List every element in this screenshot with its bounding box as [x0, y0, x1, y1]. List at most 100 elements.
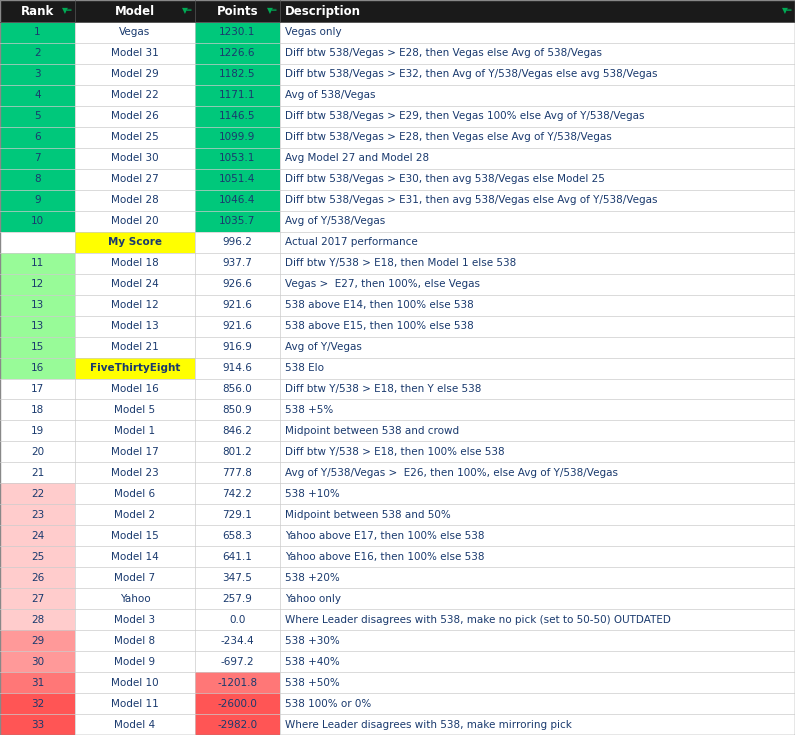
Bar: [280, 630, 795, 651]
Text: Model 21: Model 21: [111, 342, 159, 352]
Text: Yahoo above E17, then 100% else 538: Yahoo above E17, then 100% else 538: [285, 531, 484, 541]
Bar: [280, 169, 795, 190]
Bar: [75, 609, 195, 630]
Text: Model 2: Model 2: [114, 510, 156, 520]
Bar: [195, 273, 280, 295]
Text: 538 above E14, then 100% else 538: 538 above E14, then 100% else 538: [285, 300, 474, 310]
Bar: [0, 315, 75, 337]
Bar: [280, 526, 795, 546]
Text: My Score: My Score: [108, 237, 162, 247]
Text: 9: 9: [34, 196, 41, 205]
Bar: [280, 0, 795, 22]
Text: 21: 21: [31, 468, 45, 478]
Text: 850.9: 850.9: [223, 405, 252, 415]
Bar: [195, 43, 280, 64]
Bar: [0, 672, 75, 693]
Bar: [0, 148, 75, 169]
Text: 1099.9: 1099.9: [219, 132, 256, 143]
Text: Model 27: Model 27: [111, 174, 159, 184]
Text: 13: 13: [31, 300, 45, 310]
Text: 1230.1: 1230.1: [219, 27, 256, 37]
Text: Actual 2017 performance: Actual 2017 performance: [285, 237, 417, 247]
Text: Yahoo above E16, then 100% else 538: Yahoo above E16, then 100% else 538: [285, 552, 484, 562]
Text: Model 3: Model 3: [114, 614, 156, 625]
Bar: [195, 64, 280, 85]
Text: Model 24: Model 24: [111, 279, 159, 289]
Bar: [280, 484, 795, 504]
Text: 6: 6: [34, 132, 41, 143]
Bar: [75, 379, 195, 399]
Text: Avg of Y/538/Vegas >  E26, then 100%, else Avg of Y/538/Vegas: Avg of Y/538/Vegas > E26, then 100%, els…: [285, 468, 618, 478]
Bar: [75, 357, 195, 379]
Text: Model 4: Model 4: [114, 720, 156, 730]
Text: 28: 28: [31, 614, 45, 625]
Bar: [280, 232, 795, 253]
Bar: [280, 211, 795, 232]
Bar: [195, 442, 280, 462]
Bar: [0, 567, 75, 588]
Bar: [75, 420, 195, 442]
Text: -2982.0: -2982.0: [218, 720, 258, 730]
Bar: [195, 630, 280, 651]
Text: Yahoo only: Yahoo only: [285, 594, 341, 603]
Text: 1146.5: 1146.5: [219, 112, 256, 121]
Text: ▼═: ▼═: [267, 7, 277, 15]
Bar: [75, 253, 195, 273]
Bar: [75, 232, 195, 253]
Bar: [280, 379, 795, 399]
Text: 1: 1: [34, 27, 41, 37]
Text: Vegas only: Vegas only: [285, 27, 342, 37]
Text: 10: 10: [31, 216, 44, 226]
Text: 777.8: 777.8: [223, 468, 253, 478]
Bar: [195, 399, 280, 420]
Bar: [0, 714, 75, 735]
Bar: [280, 315, 795, 337]
Text: Model 8: Model 8: [114, 636, 156, 645]
Bar: [280, 651, 795, 672]
Bar: [195, 0, 280, 22]
Bar: [0, 0, 75, 22]
Bar: [0, 504, 75, 526]
Text: 538 +30%: 538 +30%: [285, 636, 339, 645]
Text: Midpoint between 538 and 50%: Midpoint between 538 and 50%: [285, 510, 451, 520]
Bar: [195, 651, 280, 672]
Text: 24: 24: [31, 531, 45, 541]
Text: Model 16: Model 16: [111, 384, 159, 394]
Text: ▼═: ▼═: [182, 7, 192, 15]
Bar: [0, 295, 75, 315]
Text: Vegas: Vegas: [119, 27, 150, 37]
Text: 12: 12: [31, 279, 45, 289]
Bar: [195, 567, 280, 588]
Bar: [195, 190, 280, 211]
Text: 921.6: 921.6: [223, 300, 253, 310]
Text: Where Leader disagrees with 538, make mirroring pick: Where Leader disagrees with 538, make mi…: [285, 720, 572, 730]
Text: Model 18: Model 18: [111, 258, 159, 268]
Bar: [280, 609, 795, 630]
Text: 742.2: 742.2: [223, 489, 253, 499]
Text: 31: 31: [31, 678, 45, 687]
Bar: [0, 630, 75, 651]
Text: 846.2: 846.2: [223, 426, 253, 436]
Bar: [280, 337, 795, 357]
Bar: [195, 232, 280, 253]
Bar: [280, 357, 795, 379]
Text: Model 11: Model 11: [111, 698, 159, 709]
Bar: [195, 253, 280, 273]
Bar: [75, 651, 195, 672]
Text: Avg of Y/538/Vegas: Avg of Y/538/Vegas: [285, 216, 386, 226]
Bar: [195, 379, 280, 399]
Bar: [195, 672, 280, 693]
Text: ▼═: ▼═: [781, 7, 793, 15]
Text: Model 10: Model 10: [111, 678, 159, 687]
Bar: [280, 504, 795, 526]
Bar: [280, 253, 795, 273]
Bar: [0, 85, 75, 106]
Text: 914.6: 914.6: [223, 363, 253, 373]
Text: Vegas >  E27, then 100%, else Vegas: Vegas > E27, then 100%, else Vegas: [285, 279, 480, 289]
Text: 641.1: 641.1: [223, 552, 253, 562]
Text: 30: 30: [31, 656, 44, 667]
Bar: [280, 106, 795, 127]
Text: 8: 8: [34, 174, 41, 184]
Text: -234.4: -234.4: [221, 636, 254, 645]
Bar: [195, 295, 280, 315]
